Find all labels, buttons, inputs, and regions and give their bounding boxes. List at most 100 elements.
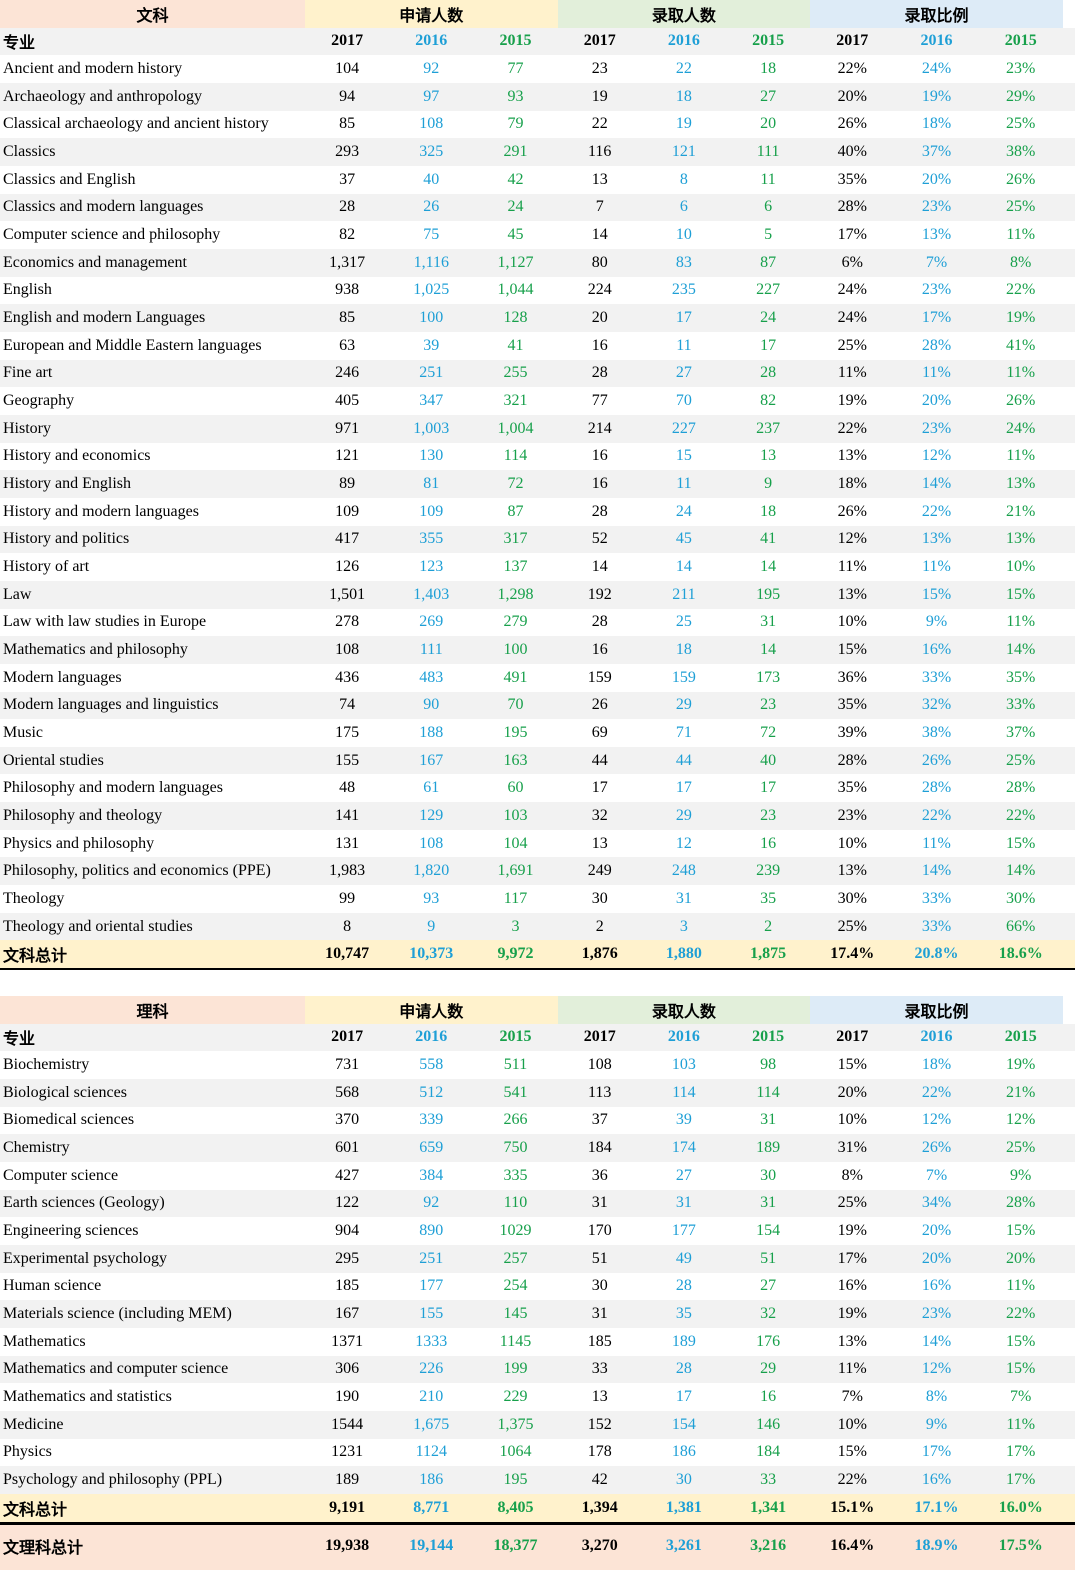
cell: 25%: [837, 917, 867, 935]
cell: 295: [335, 1249, 360, 1267]
cell: 22%: [921, 1083, 952, 1101]
cell: 11%: [1006, 226, 1036, 244]
cell: 16%: [921, 1277, 952, 1295]
column-header: 录取人数: [557, 996, 811, 1024]
cell: 17.4%: [830, 945, 875, 963]
cell: 93: [507, 87, 524, 105]
cell: 33: [591, 1360, 608, 1378]
row-label: Biological sciences: [3, 1083, 127, 1101]
cell: 186: [671, 1443, 696, 1461]
cell: 12%: [921, 447, 952, 465]
cell: 42: [507, 170, 524, 188]
cell: 254: [503, 1277, 528, 1295]
cell: 75: [423, 226, 440, 244]
row-label: Mathematics and computer science: [3, 1360, 229, 1378]
cell: 123: [419, 558, 444, 576]
cell: 26%: [837, 502, 867, 520]
row-label: Modern languages and linguistics: [3, 696, 219, 714]
cell: 541: [503, 1083, 528, 1101]
cell: 1,880: [665, 945, 702, 963]
cell: 1064: [499, 1443, 532, 1461]
cell: 16.4%: [830, 1536, 875, 1554]
cell: 27: [675, 364, 692, 382]
cell: 16%: [837, 1277, 867, 1295]
cell: 28%: [1006, 779, 1036, 797]
cell: 11%: [837, 558, 867, 576]
cell: 30: [675, 1471, 692, 1489]
cell: 28: [339, 198, 356, 216]
cell: 1145: [499, 1332, 532, 1350]
cell: 11%: [1006, 447, 1036, 465]
data-row: [0, 55, 1075, 83]
cell: 17: [675, 1388, 692, 1406]
cell: 70: [675, 392, 692, 410]
cell: 235: [671, 281, 696, 299]
cell: 37: [591, 1111, 608, 1129]
column-header: 申请人数: [305, 996, 558, 1024]
data-row: [0, 1161, 1075, 1190]
cell: 113: [587, 1083, 612, 1101]
cell: 18: [760, 502, 777, 520]
cell: 248: [671, 862, 696, 880]
cell: 104: [503, 834, 528, 852]
total-row: [0, 1493, 1075, 1524]
cell: 20%: [921, 1249, 952, 1267]
cell: 1,044: [497, 281, 534, 299]
cell: 22%: [921, 502, 952, 520]
cell: 34%: [921, 1194, 952, 1212]
row-label: Law: [3, 585, 32, 603]
cell: 6: [764, 198, 773, 216]
subheader-row: [0, 1023, 1075, 1052]
cell: 31%: [837, 1139, 867, 1157]
cell: 32: [760, 1305, 777, 1323]
cell: 8,771: [413, 1498, 450, 1516]
row-label: English and modern Languages: [3, 309, 206, 327]
data-row: [0, 663, 1075, 692]
cell: 3: [679, 917, 688, 935]
cell: 21%: [1006, 502, 1036, 520]
cell: 14%: [1006, 641, 1036, 658]
cell: 13%: [921, 226, 952, 244]
cell: 41: [507, 336, 524, 354]
cell: 339: [419, 1111, 444, 1129]
cell: 1,004: [497, 419, 534, 437]
data-row: [0, 1078, 1075, 1107]
cell: 42: [591, 1471, 608, 1489]
data-row: [0, 442, 1075, 471]
cell: 74: [339, 696, 356, 714]
cell: 1124: [415, 1443, 447, 1461]
cell: 186: [419, 1471, 444, 1489]
cell: 10%: [837, 834, 867, 852]
cell: 195: [756, 585, 781, 603]
cell: 10%: [1006, 558, 1036, 576]
cell: 293: [335, 143, 360, 161]
cell: 1,381: [665, 1498, 702, 1516]
cell: 13: [591, 1388, 608, 1406]
cell: 17.1%: [914, 1498, 959, 1516]
cell: 45: [675, 530, 692, 548]
cell: 61: [423, 779, 440, 797]
cell: 23%: [1006, 60, 1036, 78]
row-label: Physics: [3, 1443, 52, 1461]
data-row: [0, 885, 1075, 913]
cell: 23%: [921, 419, 952, 437]
data-row: [0, 608, 1075, 637]
cell: 152: [587, 1415, 612, 1433]
cell: 279: [503, 613, 528, 631]
cell: 77: [507, 60, 524, 78]
cell: 15%: [837, 1443, 867, 1461]
cell: 1,127: [497, 253, 534, 271]
data-row: [0, 331, 1075, 360]
cell: 195: [503, 723, 528, 741]
cell: 3: [511, 917, 520, 935]
cell: 19%: [1006, 309, 1036, 327]
year-header: 2017: [331, 1028, 364, 1046]
cell: 33: [760, 1471, 777, 1489]
data-row: [0, 1189, 1075, 1218]
cell: 255: [503, 364, 528, 382]
cell: 82: [760, 392, 777, 410]
cell: 971: [335, 419, 360, 437]
cell: 1371: [331, 1332, 364, 1350]
cell: 227: [756, 281, 781, 299]
cell: 210: [419, 1388, 444, 1406]
